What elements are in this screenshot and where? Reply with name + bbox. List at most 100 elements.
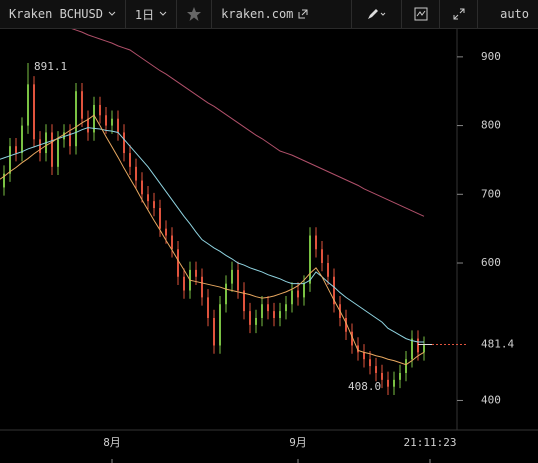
y-tick-label: 700 [481,187,501,200]
candle-body [315,235,317,250]
candle-body [249,311,251,325]
candle-body [327,263,329,277]
site-link[interactable]: kraken.com [212,0,353,28]
candle-body [195,269,197,277]
time-label: 21:11:23 [404,436,457,449]
favorite[interactable] [177,0,213,28]
candle-body [135,166,137,181]
draw-tool[interactable] [352,0,403,28]
candle-body [171,235,173,250]
candle-body [357,345,359,353]
candle-body [417,338,419,353]
y-tick-label: 600 [481,256,501,269]
x-tick-label: 9月 [289,436,307,449]
candle-body [81,91,83,119]
candle-body [27,84,29,126]
high-annotation: 891.1 [34,60,67,73]
period-select[interactable]: 1日 [126,0,178,28]
candle-body [105,115,107,126]
candle-body [63,132,65,140]
moving-average [0,114,425,366]
candle-body [333,276,335,305]
candle-body [165,228,167,236]
candle-body [423,344,425,353]
candle-body [261,304,263,318]
candle-body [321,249,323,264]
candle-body [21,125,23,154]
candle-body [111,118,113,126]
period: 1日 [134,7,155,22]
candle-body [231,269,233,284]
candle-body [225,283,227,305]
candle-body [177,249,179,277]
candle-body [267,304,269,312]
fullscreen[interactable] [440,0,479,28]
candle-body [33,84,35,140]
chart: 400 600 700 800 900 8月 9月 891.1 408.0 481.4 21:11:… [0,29,538,463]
candle-body [279,311,281,318]
y-tick-label: 400 [481,393,501,406]
candle-body [207,297,209,318]
candle-body [9,146,11,174]
candle-body [381,372,383,380]
link-icon [298,9,308,19]
last-price-label: 481.4 [481,338,514,351]
toolbar: Kraken BCHUSD 1日 kraken.com auto [0,0,538,29]
scale: auto [500,7,529,21]
candle-body [57,139,59,167]
candle-body [51,132,53,167]
candle-body [303,283,305,298]
candle-body [183,276,185,291]
candle-body [273,311,275,318]
star-icon [187,7,202,21]
indicator-tool[interactable] [402,0,441,28]
candle-body [15,146,17,154]
expand-icon [453,8,465,20]
chevron [108,11,116,16]
candle-body [99,104,101,116]
candle-body [297,290,299,298]
y-tick-label: 800 [481,119,501,132]
candle-body [405,359,407,373]
candle-body [387,379,389,387]
candle-body [411,338,413,360]
candle-body [39,139,41,154]
candle-body [153,201,155,209]
candle-body [123,132,125,154]
candle-body [117,118,119,133]
scale-select[interactable]: auto [478,0,538,28]
candle-body [363,352,365,360]
site: kraken.com [221,7,294,21]
candle-body [93,104,95,133]
candle-body [219,304,221,346]
candle-body [87,118,89,133]
pencil-icon [367,9,386,19]
candle-body [243,290,245,312]
candle-body [399,372,401,380]
candle-body [141,180,143,195]
candle-body [285,304,287,312]
candle-body [69,132,71,147]
candle-body [375,366,377,373]
moving-average [0,127,424,343]
market-select[interactable]: Kraken BCHUSD [0,0,126,28]
candle-body [147,194,149,202]
candle-body [3,173,5,188]
candle-body [393,379,395,387]
candle-body [201,276,203,298]
candle-body [345,317,347,332]
candle-body [291,290,293,305]
candle-body [129,153,131,167]
low-annotation: 408.0 [348,380,381,393]
candle-body [351,331,353,346]
candle-body [255,317,257,325]
candle-body [75,91,77,147]
moving-average [71,29,425,217]
chart-icon [414,7,428,21]
chevron [159,11,167,16]
candle-body [213,317,215,346]
candle-body [237,269,239,291]
market: Kraken BCHUSD [9,7,103,21]
candle-body [159,208,161,229]
